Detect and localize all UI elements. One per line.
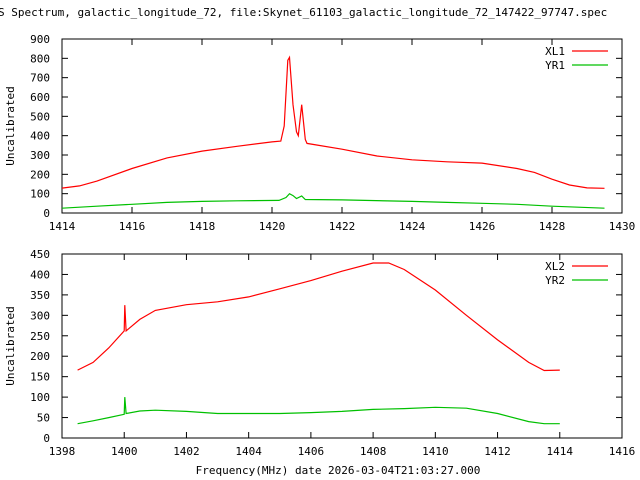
x-tick-label: 1412 xyxy=(484,445,511,458)
y-tick-label: 800 xyxy=(30,52,50,65)
y-tick-label: 300 xyxy=(30,149,50,162)
x-tick-label: 1400 xyxy=(111,445,138,458)
y-tick-label: 450 xyxy=(30,248,50,261)
y-tick-label: 300 xyxy=(30,309,50,322)
chart-title: S Spectrum, galactic_longitude_72, file:… xyxy=(0,6,607,19)
y-tick-label: 500 xyxy=(30,110,50,123)
x-tick-label: 1414 xyxy=(547,445,574,458)
y-axis-label: Uncalibrated xyxy=(4,306,17,385)
y-tick-label: 900 xyxy=(30,33,50,46)
y-tick-label: 250 xyxy=(30,330,50,343)
x-axis-label: Frequency(MHz) date 2026-03-04T21:03:27.… xyxy=(196,464,481,477)
x-tick-label: 1414 xyxy=(49,220,76,233)
y-tick-label: 100 xyxy=(30,188,50,201)
x-tick-label: 1408 xyxy=(360,445,387,458)
y-tick-label: 400 xyxy=(30,130,50,143)
x-tick-label: 1430 xyxy=(609,220,636,233)
x-tick-label: 1398 xyxy=(49,445,76,458)
x-tick-label: 1416 xyxy=(609,445,636,458)
series-line-xl1 xyxy=(61,55,605,189)
y-tick-label: 600 xyxy=(30,91,50,104)
y-tick-label: 150 xyxy=(30,371,50,384)
series-line-yr2 xyxy=(77,397,560,425)
x-tick-label: 1406 xyxy=(298,445,325,458)
x-tick-label: 1424 xyxy=(399,220,426,233)
y-tick-label: 0 xyxy=(43,432,50,445)
x-tick-label: 1428 xyxy=(539,220,566,233)
x-tick-label: 1402 xyxy=(173,445,200,458)
y-tick-label: 400 xyxy=(30,268,50,281)
plot-frame-2 xyxy=(61,253,623,439)
plot-frame-1 xyxy=(61,38,623,214)
y-tick-label: 100 xyxy=(30,391,50,404)
legend-label: XL1 xyxy=(545,45,565,58)
x-tick-label: 1404 xyxy=(235,445,262,458)
series-line-xl2 xyxy=(77,262,560,372)
y-tick-label: 50 xyxy=(37,412,50,425)
y-tick-label: 200 xyxy=(30,350,50,363)
x-tick-label: 1418 xyxy=(189,220,216,233)
y-axis-label: Uncalibrated xyxy=(4,86,17,165)
y-tick-label: 700 xyxy=(30,72,50,85)
x-tick-label: 1420 xyxy=(259,220,286,233)
series-line-yr1 xyxy=(61,192,605,209)
x-tick-label: 1410 xyxy=(422,445,449,458)
y-tick-label: 350 xyxy=(30,289,50,302)
x-tick-label: 1422 xyxy=(329,220,356,233)
x-tick-label: 1426 xyxy=(469,220,496,233)
y-tick-label: 0 xyxy=(43,207,50,220)
y-tick-label: 200 xyxy=(30,168,50,181)
legend-label: YR2 xyxy=(545,274,565,287)
legend-label: YR1 xyxy=(545,59,565,72)
legend-label: XL2 xyxy=(545,260,565,273)
x-tick-label: 1416 xyxy=(119,220,146,233)
